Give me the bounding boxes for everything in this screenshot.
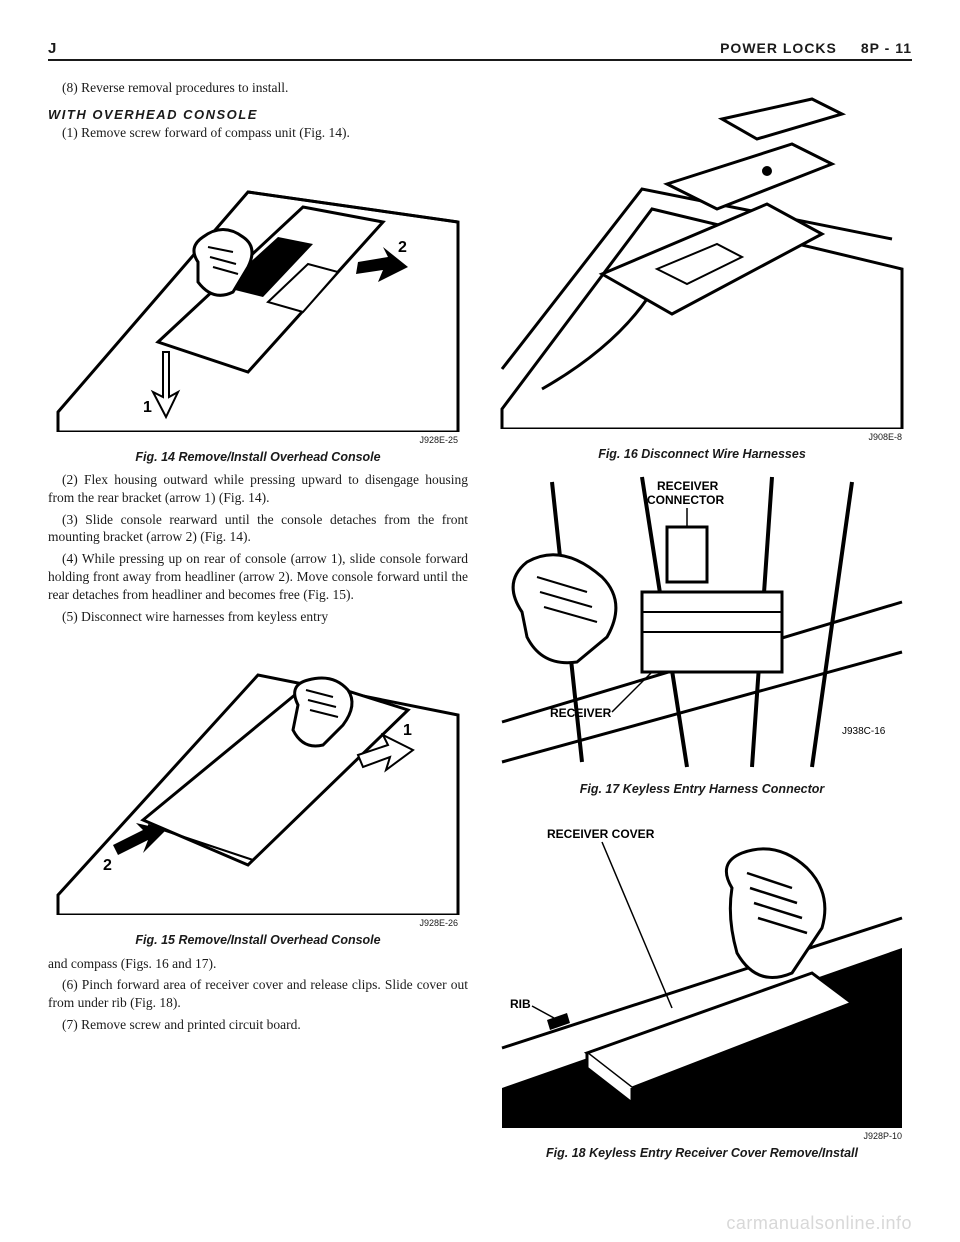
figure-15-svg: 1 2 xyxy=(48,635,468,915)
step-3: (3) Slide console rearward until the con… xyxy=(48,511,468,547)
figure-18: RECEIVER COVER RIB J928P-10 Fig. 18 Keyl… xyxy=(492,808,912,1161)
label-rib: RIB xyxy=(510,997,531,1011)
subhead-overhead-console: WITH OVERHEAD CONSOLE xyxy=(48,107,468,122)
left-column: (8) Reverse removal procedures to instal… xyxy=(48,79,468,1167)
figure-15: 1 2 J928E-26 Fig. 15 Remove/Install Over… xyxy=(48,635,468,948)
step-6: (6) Pinch forward area of receiver cover… xyxy=(48,976,468,1012)
watermark: carmanualsonline.info xyxy=(726,1213,912,1234)
step-5: (5) Disconnect wire harnesses from keyle… xyxy=(48,608,468,626)
figure-18-code: J928P-10 xyxy=(492,1131,912,1141)
label-receiver-top: RECEIVER xyxy=(657,479,719,493)
content-columns: (8) Reverse removal procedures to instal… xyxy=(48,79,912,1167)
step-4: (4) While pressing up on rear of console… xyxy=(48,550,468,603)
header-left: J xyxy=(48,40,57,57)
figure-18-svg: RECEIVER COVER RIB xyxy=(492,808,912,1128)
figure-15-code: J928E-26 xyxy=(48,918,468,928)
label-receiver-cover: RECEIVER COVER xyxy=(547,827,655,841)
step-1: (1) Remove screw forward of compass unit… xyxy=(48,124,468,142)
figure-17-svg: RECEIVER CONNECTOR RECEIVER J938C-16 xyxy=(492,472,912,772)
figure-16-svg xyxy=(492,89,912,429)
svg-text:2: 2 xyxy=(103,857,112,874)
figure-14-code: J928E-25 xyxy=(48,435,468,445)
step-7: (7) Remove screw and printed circuit boa… xyxy=(48,1016,468,1034)
step-2: (2) Flex housing outward while pressing … xyxy=(48,471,468,507)
svg-text:1: 1 xyxy=(143,399,152,416)
figure-16: J908E-8 Fig. 16 Disconnect Wire Harnesse… xyxy=(492,89,912,462)
label-receiver-bottom: RECEIVER xyxy=(550,706,612,720)
figure-15-caption: Fig. 15 Remove/Install Overhead Console xyxy=(48,932,468,948)
figure-14-caption: Fig. 14 Remove/Install Overhead Console xyxy=(48,449,468,465)
figure-18-caption: Fig. 18 Keyless Entry Receiver Cover Rem… xyxy=(492,1145,912,1161)
svg-text:2: 2 xyxy=(398,239,407,256)
figure-14: 2 1 J928E-25 Fig. 14 Remove/Install Over… xyxy=(48,152,468,465)
figure-14-svg: 2 1 xyxy=(48,152,468,432)
header-page: 8P - 11 xyxy=(861,40,912,56)
figure-16-code: J908E-8 xyxy=(492,432,912,442)
figure-17-caption: Fig. 17 Keyless Entry Harness Connector xyxy=(492,781,912,797)
page-header: J POWER LOCKS 8P - 11 xyxy=(48,40,912,61)
header-right: POWER LOCKS 8P - 11 xyxy=(720,40,912,56)
figure-16-caption: Fig. 16 Disconnect Wire Harnesses xyxy=(492,446,912,462)
figure-17-code-inline: J938C-16 xyxy=(842,726,886,737)
svg-text:1: 1 xyxy=(403,722,412,739)
step-5b: and compass (Figs. 16 and 17). xyxy=(48,955,468,973)
figure-17: RECEIVER CONNECTOR RECEIVER J938C-16 Fig… xyxy=(492,472,912,797)
label-connector-top: CONNECTOR xyxy=(647,493,724,507)
right-column: J908E-8 Fig. 16 Disconnect Wire Harnesse… xyxy=(492,79,912,1167)
step-8: (8) Reverse removal procedures to instal… xyxy=(48,79,468,97)
header-section: POWER LOCKS xyxy=(720,40,837,56)
